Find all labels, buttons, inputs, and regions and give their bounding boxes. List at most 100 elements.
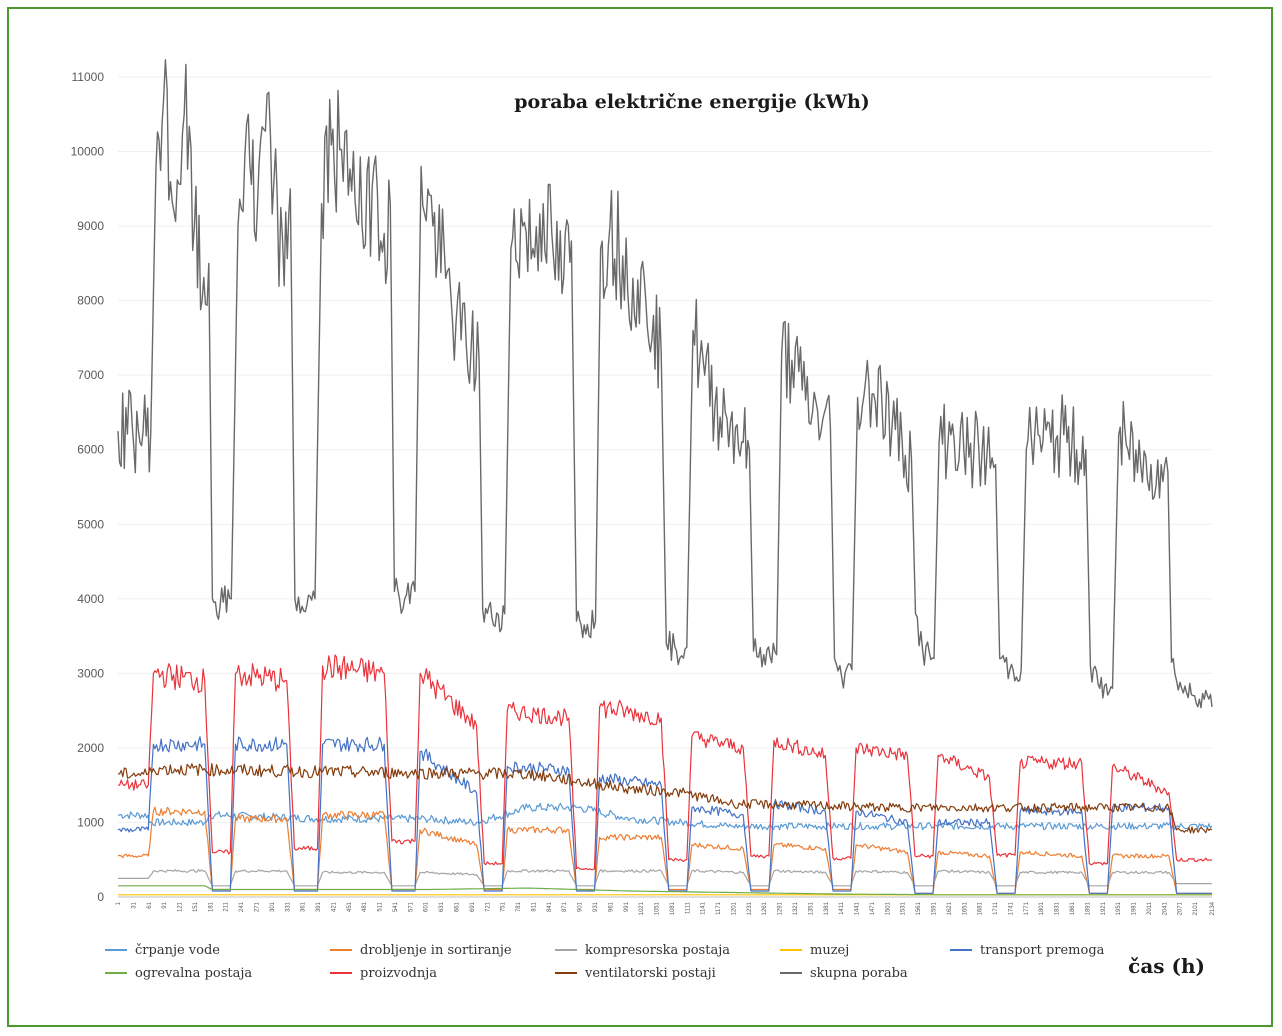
x-tick-label: 1681 [978,901,984,915]
y-tick-label: 6000 [77,443,104,457]
x-tick-label: 2071 [1178,901,1184,915]
x-tick-label: 301 [270,901,276,912]
x-tick-label: 361 [301,901,307,912]
y-tick-label: 5000 [77,517,104,531]
x-tick-label: 2041 [1162,901,1168,915]
x-tick-label: 1021 [639,901,645,915]
x-tick-label: 1561 [916,901,922,915]
x-tick-label: 451 [347,901,353,912]
x-tick-label: 151 [193,901,199,912]
x-tick-label: 691 [470,901,476,912]
legend: črpanje vode drobljenje in sortiranje komp… [105,943,1105,981]
legend-label: drobljenje in sortiranje [360,943,512,958]
x-tick-label: 91 [162,901,168,908]
x-tick-label: 1501 [885,901,891,915]
series-line-kompresorska-postaja [118,869,1212,887]
x-tick-label: 1771 [1024,901,1030,915]
y-tick-label: 4000 [77,592,104,606]
series-lines [117,59,1213,896]
y-tick-label: 0 [97,890,104,904]
x-tick-label: 421 [331,901,337,912]
x-tick-label: 541 [393,901,399,912]
x-tick-label: 601 [424,901,430,912]
series-line-skupna-poraba [117,59,1213,709]
x-tick-label: 1141 [701,901,707,915]
legend-label: črpanje vode [135,943,220,958]
x-tick-label: 481 [362,901,368,912]
x-tick-label: 1711 [993,901,999,915]
x-tick-label: 1621 [947,901,953,915]
x-tick-label: 2011 [1147,901,1153,915]
x-tick-label: 391 [316,901,322,912]
x-tick-label: 1321 [793,901,799,915]
x-tick-label: 2101 [1193,901,1199,915]
x-tick-label: 241 [239,901,245,912]
x-tick-label: 1891 [1085,901,1091,915]
x-tick-label: 1831 [1055,901,1061,915]
x-tick-label: 1351 [808,901,814,915]
x-axis-ticks: 1 31 61 91 121 151 181 211 241 271 301 331 361 391 421… [116,901,1216,915]
y-tick-label: 9000 [77,219,104,233]
x-tick-label: 871 [562,901,568,912]
x-tick-label: 1651 [962,901,968,915]
x-tick-label: 1111 [685,901,691,914]
x-axis-label: čas (h) [1128,954,1205,978]
x-tick-label: 661 [455,901,461,912]
x-tick-label: 1231 [747,901,753,915]
x-tick-label: 1981 [1132,901,1138,915]
x-tick-label: 991 [624,901,630,912]
x-tick-label: 1861 [1070,901,1076,915]
x-tick-label: 1801 [1039,901,1045,915]
legend-label: ventilatorski postaji [584,966,716,981]
series-line-proizvodnja [118,654,1213,871]
x-tick-label: 31 [131,901,137,908]
x-tick-label: 511 [378,901,384,911]
x-tick-label: 631 [439,901,445,912]
y-tick-label: 2000 [77,741,104,755]
x-tick-label: 1471 [870,901,876,915]
x-tick-label: 121 [178,901,184,912]
x-tick-label: 751 [501,901,507,912]
y-tick-label: 7000 [77,368,104,382]
x-tick-label: 1051 [655,901,661,915]
legend-label: transport premoga [980,943,1105,958]
legend-label: ogrevalna postaja [135,966,252,981]
y-tick-label: 10000 [71,145,105,159]
x-tick-label: 1 [116,901,122,905]
x-tick-label: 1591 [931,901,937,915]
x-tick-label: 181 [208,901,214,912]
legend-label: skupna poraba [810,966,908,981]
x-tick-label: 1441 [855,901,861,915]
series-line-ogrevalna-postaja [118,885,1212,896]
x-tick-label: 1261 [762,901,768,915]
y-tick-label: 11000 [72,70,105,84]
x-tick-label: 901 [578,901,584,912]
chart-frame [7,7,1273,1027]
x-tick-label: 61 [147,901,153,908]
x-tick-label: 811 [531,901,537,911]
x-tick-label: 841 [547,901,553,912]
x-tick-label: 961 [608,901,614,912]
chart-title: poraba električne energije (kWh) [514,91,870,113]
x-tick-label: 1201 [731,901,737,915]
y-axis-ticks: 0 1000 2000 3000 4000 5000 6000 7000 8000 9000 100… [71,70,105,904]
legend-label: proizvodnja [360,966,437,981]
x-tick-label: 2134 [1210,901,1216,915]
x-tick-label: 211 [224,901,230,911]
x-tick-label: 1171 [716,901,722,915]
x-tick-label: 1081 [670,901,676,915]
x-tick-label: 1531 [901,901,907,915]
series-line-ventilatorski-postaji [117,763,1213,834]
x-tick-label: 1381 [824,901,830,915]
gridlines [118,76,1212,898]
x-tick-label: 931 [593,901,599,912]
x-tick-label: 1291 [778,901,784,915]
series-line-transport-premoga [117,736,1212,894]
x-tick-label: 1951 [1116,901,1122,915]
y-tick-label: 8000 [77,294,104,308]
legend-label: kompresorska postaja [585,943,730,958]
x-tick-label: 1921 [1101,901,1107,915]
y-tick-label: 1000 [77,815,104,829]
x-tick-label: 721 [485,901,491,912]
